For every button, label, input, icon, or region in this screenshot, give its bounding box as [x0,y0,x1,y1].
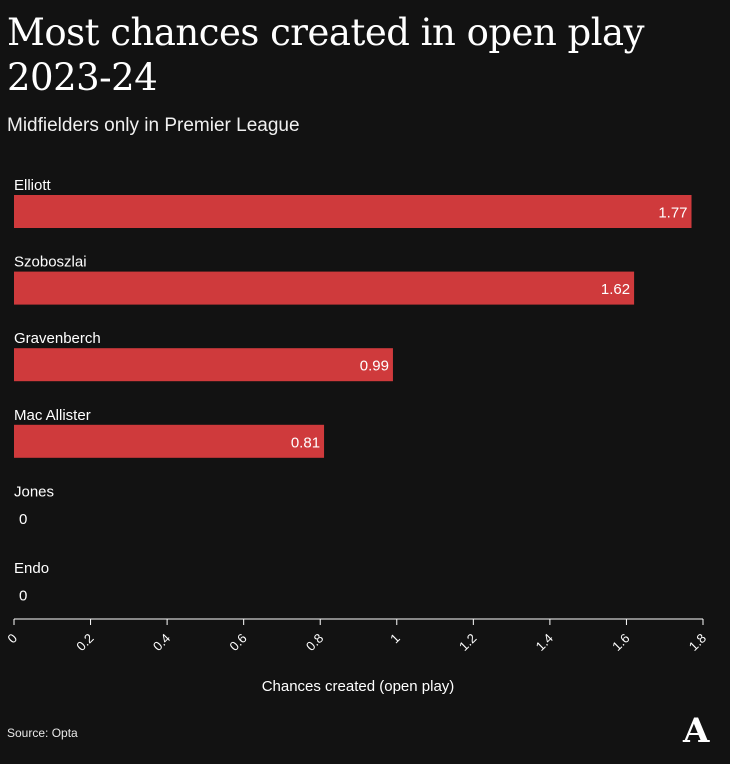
x-tick-label: 0.2 [73,631,96,654]
data-label: 0 [19,511,27,528]
x-tick-label: 1.8 [686,631,709,654]
category-label: Jones [14,483,54,500]
source-note: Source: Opta [7,726,78,740]
category-label: Gravenberch [14,330,101,347]
x-tick-label: 0.6 [226,631,249,654]
bar [14,424,325,458]
x-tick-label: 0.8 [303,631,326,654]
chart-subtitle: Midfielders only in Premier League [7,115,300,136]
data-label: 0.99 [360,358,389,375]
x-tick-label: 1.6 [609,631,632,654]
bar [14,348,393,382]
category-label: Endo [14,560,49,577]
category-label: Elliott [14,177,52,194]
publisher-logo: A [683,711,710,751]
bar [14,195,692,228]
bar [14,271,635,305]
category-label: Mac Allister [14,407,91,424]
x-tick-label: 1 [387,631,403,647]
x-axis-label: Chances created (open play) [262,678,455,695]
x-tick-label: 1.4 [533,631,556,654]
x-tick-label: 1.2 [456,631,479,654]
data-label: 1.77 [658,205,687,222]
data-label: 0 [19,588,27,605]
x-tick-label: 0.4 [150,631,173,654]
x-tick-label: 0 [4,631,20,647]
chart-title: Most chances created in open play 2023-2… [7,11,645,99]
data-label: 0.81 [291,434,320,451]
category-label: Szoboszlai [14,254,87,271]
data-label: 1.62 [601,281,630,298]
